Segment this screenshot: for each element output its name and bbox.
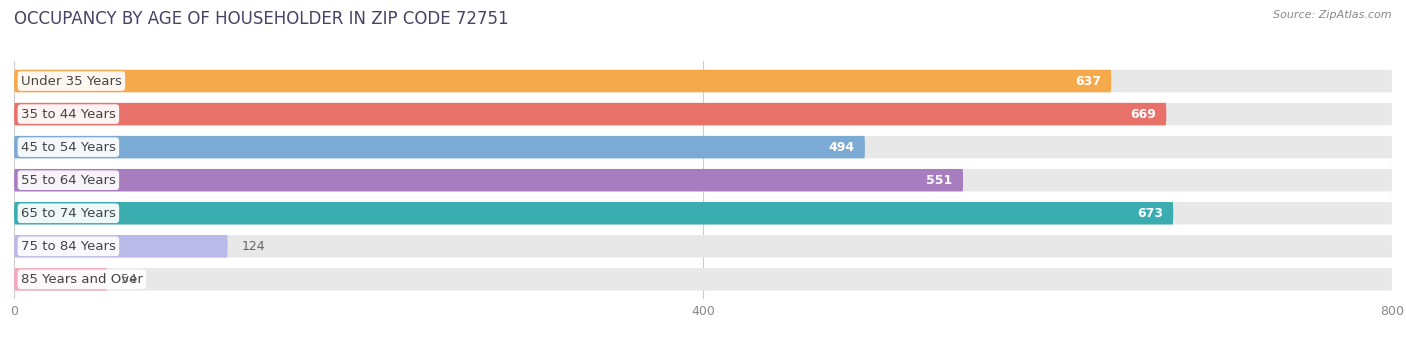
Text: 85 Years and Over: 85 Years and Over	[21, 273, 143, 286]
Text: 75 to 84 Years: 75 to 84 Years	[21, 240, 115, 253]
FancyBboxPatch shape	[14, 268, 107, 291]
FancyBboxPatch shape	[14, 202, 1392, 224]
Text: OCCUPANCY BY AGE OF HOUSEHOLDER IN ZIP CODE 72751: OCCUPANCY BY AGE OF HOUSEHOLDER IN ZIP C…	[14, 10, 509, 28]
FancyBboxPatch shape	[14, 169, 963, 191]
Text: 673: 673	[1137, 207, 1163, 220]
Text: 637: 637	[1074, 74, 1101, 87]
FancyBboxPatch shape	[14, 268, 1392, 291]
Text: 124: 124	[242, 240, 266, 253]
FancyBboxPatch shape	[14, 169, 1392, 191]
FancyBboxPatch shape	[14, 235, 1392, 258]
Text: 65 to 74 Years: 65 to 74 Years	[21, 207, 115, 220]
Text: 494: 494	[828, 141, 855, 154]
FancyBboxPatch shape	[14, 202, 1173, 224]
Text: 669: 669	[1130, 107, 1156, 121]
Text: 551: 551	[927, 174, 953, 187]
FancyBboxPatch shape	[14, 136, 865, 158]
Text: 54: 54	[121, 273, 136, 286]
FancyBboxPatch shape	[14, 70, 1392, 92]
FancyBboxPatch shape	[14, 103, 1392, 125]
FancyBboxPatch shape	[14, 70, 1111, 92]
Text: Source: ZipAtlas.com: Source: ZipAtlas.com	[1274, 10, 1392, 20]
Text: 45 to 54 Years: 45 to 54 Years	[21, 141, 115, 154]
Text: 55 to 64 Years: 55 to 64 Years	[21, 174, 115, 187]
FancyBboxPatch shape	[14, 235, 228, 258]
FancyBboxPatch shape	[14, 103, 1167, 125]
Text: 35 to 44 Years: 35 to 44 Years	[21, 107, 115, 121]
Text: Under 35 Years: Under 35 Years	[21, 74, 122, 87]
FancyBboxPatch shape	[14, 136, 1392, 158]
